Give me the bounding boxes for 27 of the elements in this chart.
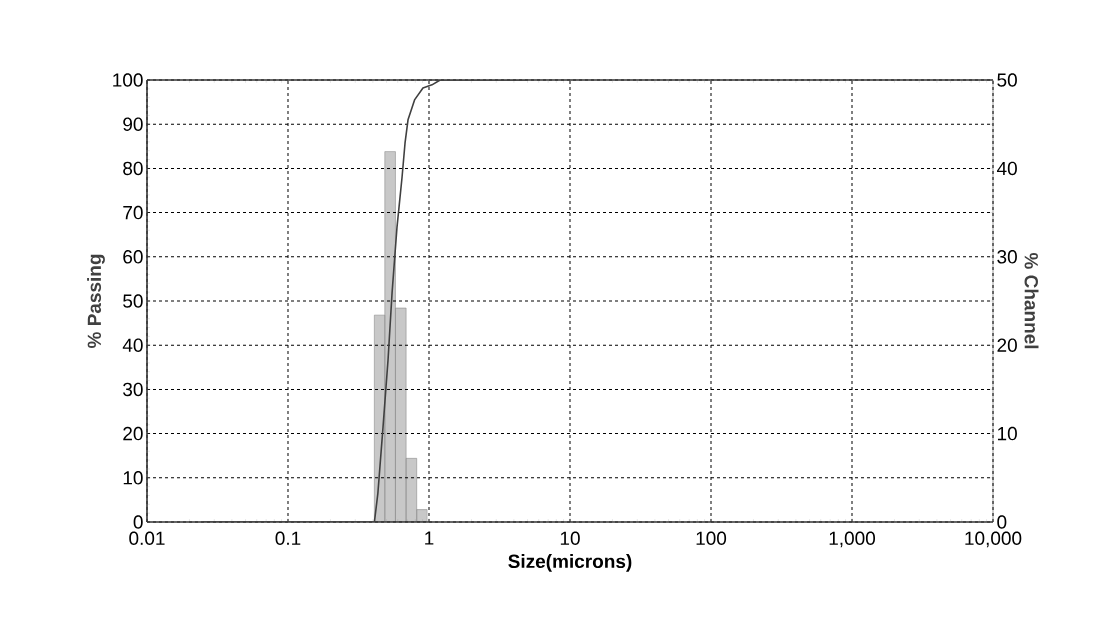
- y-axis-title: % Passing: [87, 254, 105, 349]
- x-axis-title: Size(microns): [508, 554, 632, 572]
- y2-tick-label: 30: [997, 250, 1017, 264]
- y2-tick-label: 10: [997, 426, 1017, 441]
- y-tick-label: 70: [123, 205, 143, 220]
- y2-tick-label: 20: [997, 338, 1017, 352]
- y-tick-label: 50: [123, 294, 143, 308]
- y2-tick-label: 0: [997, 515, 1007, 529]
- x-tick-label: 0.1: [275, 531, 301, 545]
- x-tick-label: 1,000: [829, 531, 876, 548]
- x-tick-label: 0.01: [129, 531, 165, 545]
- y-tick-label: 60: [123, 250, 143, 264]
- y-tick-label: 30: [123, 382, 143, 397]
- x-tick-label: 10,000: [965, 531, 1022, 548]
- y2-axis-title: % Channel: [1024, 252, 1039, 349]
- x-tick-label: 10: [560, 531, 580, 545]
- y-tick-label: 40: [122, 338, 143, 352]
- y-tick-label: 10: [123, 471, 143, 485]
- y-tick-label: 0: [133, 515, 143, 529]
- y2-tick-label: 50: [997, 73, 1017, 87]
- x-tick-label: 1: [425, 531, 434, 545]
- y-tick-label: 80: [123, 161, 143, 176]
- x-tick-label: 100: [696, 531, 727, 545]
- y-tick-label: 100: [113, 73, 143, 87]
- y2-tick-label: 40: [996, 161, 1017, 176]
- y-tick-label: 90: [123, 117, 143, 131]
- y-tick-label: 20: [123, 426, 143, 441]
